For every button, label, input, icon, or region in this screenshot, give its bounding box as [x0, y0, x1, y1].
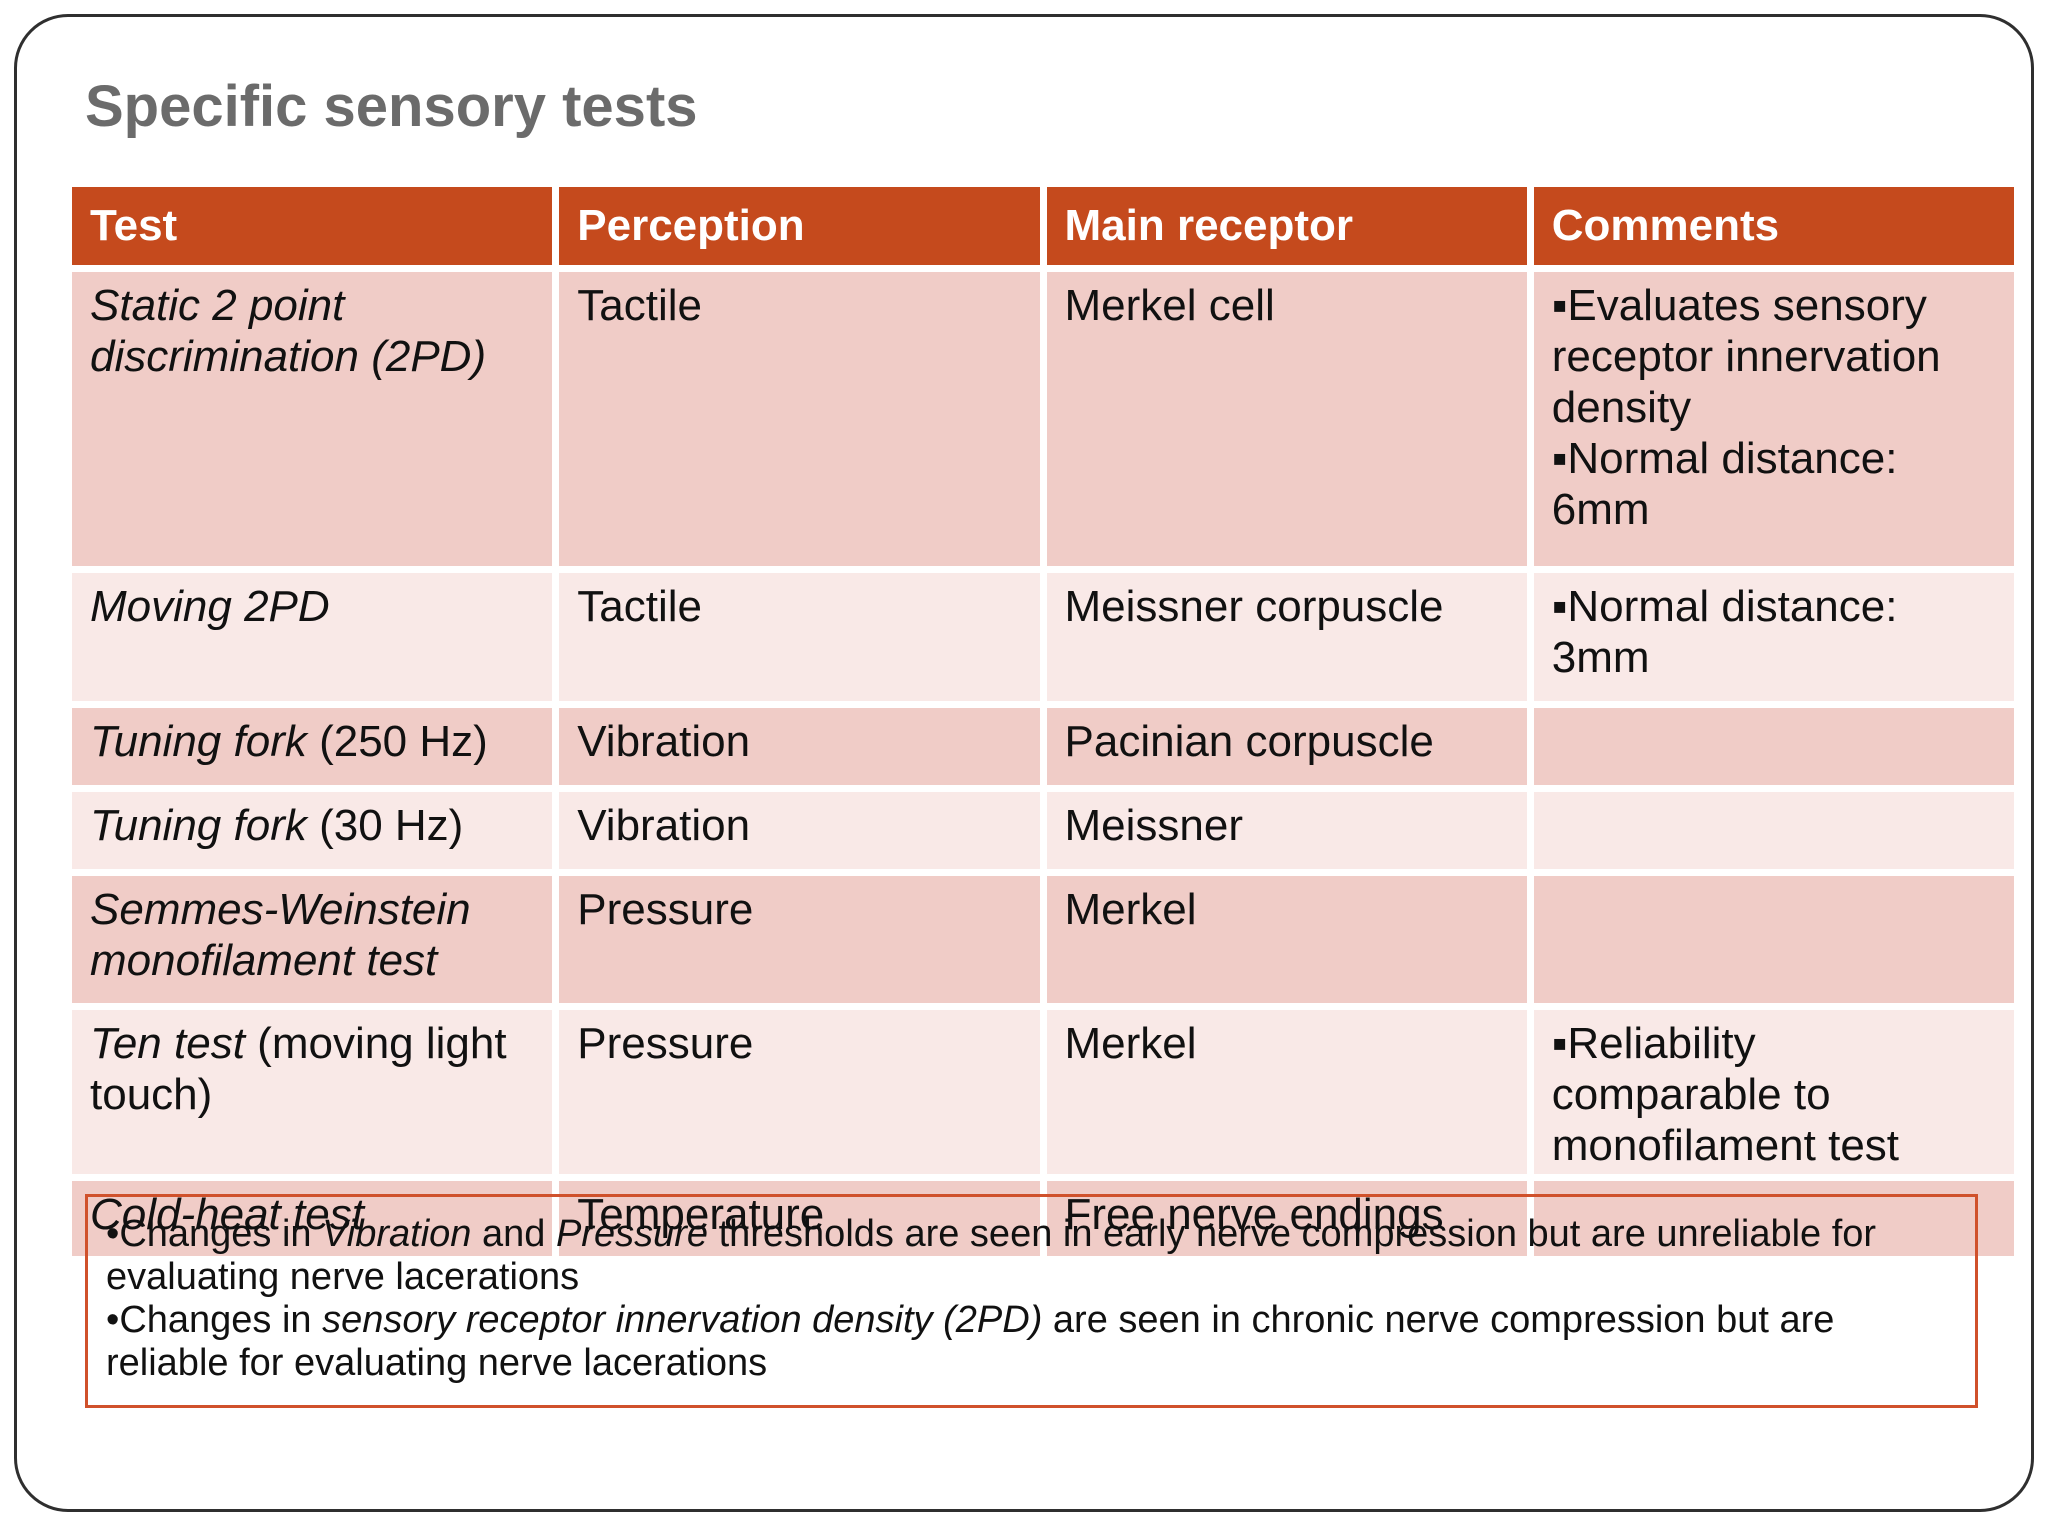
text-segment: Cold-heat test [90, 1190, 364, 1239]
cell-comments [1533, 1181, 2014, 1256]
note-bullet-line: •Changes in Vibration and Pressure thres… [106, 1213, 1957, 1299]
cell-comments: ▪Normal distance: 3mm [1533, 573, 2014, 701]
comment-line: ▪Normal distance: 3mm [1551, 582, 1898, 682]
text-segment: are seen in chronic nerve compression bu… [106, 1299, 1835, 1384]
cell-test: Ten test (moving light touch) [72, 1010, 553, 1174]
cell-perception: Pressure [559, 876, 1040, 1003]
comment-line: ▪Normal distance: 6mm [1551, 434, 1898, 534]
text-segment: Pressure [555, 1213, 709, 1255]
text-segment: (250 Hz) [306, 717, 488, 766]
header-cell-test: Test [72, 187, 553, 265]
text-segment: Changes in [119, 1213, 323, 1255]
text-segment: and [471, 1213, 556, 1255]
text-segment: Semmes-Weinstein monofilament test [90, 885, 471, 985]
note-bullet-line: •Changes in sensory receptor innervation… [106, 1299, 1957, 1385]
cell-perception: Tactile [559, 573, 1040, 701]
cell-perception: Temperature [559, 1181, 1040, 1256]
text-segment: (moving light touch) [90, 1019, 507, 1119]
header-cell-main-receptor: Main receptor [1046, 187, 1527, 265]
cell-comments [1533, 876, 2014, 1003]
bullet-glyph: • [106, 1299, 120, 1341]
sensory-tests-table: Test Perception Main receptor Comments Stati… [72, 187, 2014, 1256]
text-segment: Vibration [322, 1213, 472, 1255]
cell-receptor: Meissner corpuscle [1046, 573, 1527, 701]
cell-comments [1533, 792, 2014, 869]
text-segment: Static 2 point discrimination (2PD) [90, 281, 487, 381]
cell-receptor: Merkel [1046, 876, 1527, 1003]
cell-comments: ▪Reliability comparable to monofilament … [1533, 1010, 2014, 1174]
text-segment: sensory receptor innervation density (2P… [322, 1299, 1043, 1341]
comment-line: ▪Reliability comparable to monofilament … [1551, 1019, 1900, 1170]
text-segment: Ten test [90, 1019, 245, 1068]
cell-test: Tuning fork (30 Hz) [72, 792, 553, 869]
cell-test: Static 2 point discrimination (2PD) [72, 272, 553, 566]
cell-comments: ▪Evaluates sensory receptor innervation … [1533, 272, 2014, 566]
cell-perception: Pressure [559, 1010, 1040, 1174]
text-segment: Moving 2PD [90, 582, 330, 631]
cell-receptor: Merkel cell [1046, 272, 1527, 566]
cell-test: Semmes-Weinstein monofilament test [72, 876, 553, 1003]
slide: Specific sensory tests Test Perception Mai… [14, 14, 2034, 1512]
cell-test: Moving 2PD [72, 573, 553, 701]
cell-receptor: Pacinian corpuscle [1046, 708, 1527, 785]
header-cell-comments: Comments [1533, 187, 2014, 265]
page-title: Specific sensory tests [85, 74, 698, 139]
cell-perception: Tactile [559, 272, 1040, 566]
cell-receptor: Free nerve endings [1046, 1181, 1527, 1256]
cell-test: Cold-heat test [72, 1181, 553, 1256]
comment-line: ▪Evaluates sensory receptor innervation … [1551, 281, 1941, 432]
header-cell-perception: Perception [559, 187, 1040, 265]
cell-test: Tuning fork (250 Hz) [72, 708, 553, 785]
text-segment: thresholds are seen in early nerve compr… [106, 1213, 1877, 1298]
note-box: •Changes in Vibration and Pressure thres… [85, 1194, 1978, 1408]
cell-comments [1533, 708, 2014, 785]
text-segment: Tuning fork [90, 801, 307, 850]
text-segment: Changes in [119, 1299, 323, 1341]
cell-receptor: Merkel [1046, 1010, 1527, 1174]
bullet-glyph: • [106, 1213, 120, 1255]
text-segment: Tuning fork [90, 717, 307, 766]
cell-perception: Vibration [559, 708, 1040, 785]
cell-receptor: Meissner [1046, 792, 1527, 869]
text-segment: (30 Hz) [306, 801, 464, 850]
cell-perception: Vibration [559, 792, 1040, 869]
